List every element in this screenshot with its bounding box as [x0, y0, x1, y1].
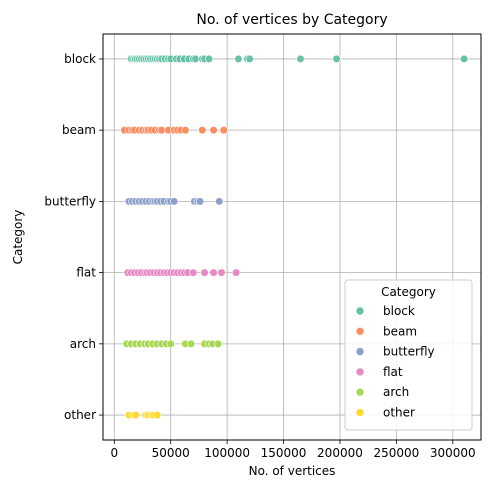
- y-tick-label: flat: [76, 266, 96, 280]
- point-beam: [209, 126, 218, 135]
- point-arch: [213, 339, 223, 348]
- legend-entries: block beam butterfly flat arch other: [355, 304, 435, 420]
- point-block: [459, 54, 469, 64]
- point-block: [245, 54, 254, 64]
- point-block: [234, 54, 243, 64]
- legend-label-block: block: [383, 304, 415, 318]
- x-axis: 0 50000 100000 150000 200000 250000 300000: [110, 440, 476, 460]
- point-block: [296, 54, 305, 64]
- point-arch: [166, 339, 175, 348]
- point-other: [153, 410, 162, 420]
- y-tick-label: arch: [70, 337, 96, 351]
- x-tick-label: 200000: [317, 446, 363, 460]
- point-block: [204, 54, 214, 64]
- point-other: [131, 410, 140, 420]
- legend-label-arch: arch: [383, 385, 409, 399]
- legend-label-other: other: [383, 406, 415, 420]
- y-axis: block beam butterfly flat arch other: [44, 52, 103, 422]
- point-flat: [232, 268, 241, 277]
- point-flat: [209, 268, 218, 277]
- point-arch: [186, 339, 196, 348]
- legend-marker-block: [355, 306, 365, 316]
- point-block: [332, 54, 341, 64]
- point-beam: [198, 126, 207, 135]
- plot-frame: [102, 33, 482, 441]
- point-block: [191, 54, 200, 64]
- data-points: [120, 54, 469, 420]
- y-tick-label: block: [64, 52, 96, 66]
- legend-label-butterfly: butterfly: [383, 345, 435, 359]
- point-flat: [200, 268, 209, 277]
- point-flat: [189, 268, 198, 277]
- point-beam: [181, 126, 190, 135]
- point-beam: [219, 126, 228, 135]
- x-tick-label: 250000: [373, 446, 419, 460]
- x-tick-label: 0: [110, 446, 118, 460]
- point-flat: [217, 268, 226, 277]
- legend-marker-beam: [355, 326, 365, 336]
- legend-box: [344, 279, 473, 431]
- legend-marker-flat: [355, 367, 365, 377]
- x-tick-label: 50000: [152, 446, 190, 460]
- legend-label-beam: beam: [383, 324, 417, 338]
- point-butterfly: [215, 197, 224, 206]
- x-tick-label: 300000: [430, 446, 476, 460]
- legend-title: Category: [381, 285, 436, 299]
- x-tick-label: 150000: [261, 446, 307, 460]
- legend: Category block beam butterfly flat arch other: [344, 279, 473, 431]
- point-beam: [157, 126, 166, 135]
- legend-label-flat: flat: [383, 365, 403, 379]
- x-axis-label: No. of vertices: [249, 464, 336, 478]
- legend-marker-butterfly: [355, 347, 365, 356]
- y-tick-label: other: [64, 408, 96, 422]
- legend-marker-arch: [355, 387, 365, 397]
- y-axis-label: Category: [11, 210, 25, 265]
- chart-title: No. of vertices by Category: [196, 12, 387, 28]
- y-tick-label: butterfly: [44, 194, 96, 208]
- point-butterfly: [195, 197, 205, 206]
- x-tick-label: 100000: [204, 446, 250, 460]
- point-butterfly: [169, 197, 179, 206]
- y-tick-label: beam: [62, 123, 96, 137]
- legend-marker-other: [355, 408, 365, 417]
